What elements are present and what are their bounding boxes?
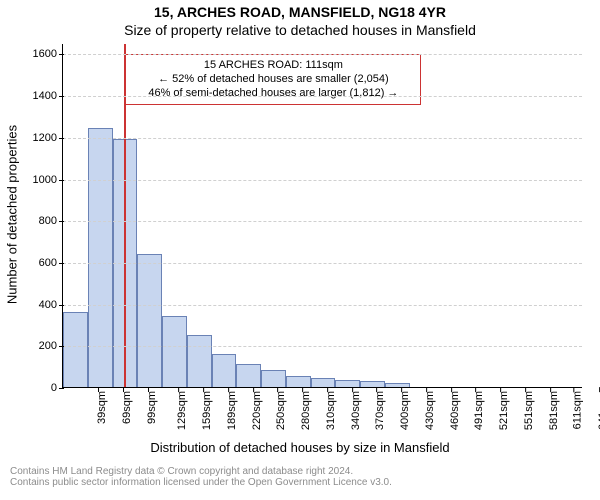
x-tick: 370sqm bbox=[375, 391, 387, 430]
bar bbox=[335, 380, 360, 388]
footer-line1: Contains HM Land Registry data © Crown c… bbox=[10, 466, 590, 477]
x-tick: 159sqm bbox=[201, 391, 213, 430]
bar bbox=[187, 335, 212, 387]
x-tick: 340sqm bbox=[350, 391, 362, 430]
bar bbox=[261, 370, 286, 387]
annotation-line1: 15 ARCHES ROAD: 111sqm bbox=[134, 59, 412, 73]
chart-container: 15, ARCHES ROAD, MANSFIELD, NG18 4YR Siz… bbox=[0, 0, 600, 500]
y-tick: 1200 bbox=[17, 132, 63, 144]
gridline bbox=[63, 180, 582, 181]
bar bbox=[385, 383, 410, 387]
x-tick: 99sqm bbox=[146, 391, 158, 424]
bar bbox=[311, 378, 336, 387]
bar bbox=[162, 316, 187, 387]
bar bbox=[236, 364, 261, 387]
annotation-line3: 46% of semi-detached houses are larger (… bbox=[134, 87, 412, 101]
x-tick: 430sqm bbox=[424, 391, 436, 430]
x-tick: 280sqm bbox=[300, 391, 312, 430]
y-tick: 1600 bbox=[17, 48, 63, 60]
annotation-box: 15 ARCHES ROAD: 111sqm ← 52% of detached… bbox=[125, 54, 421, 105]
gridline bbox=[63, 263, 582, 264]
x-tick: 611sqm bbox=[572, 391, 584, 429]
x-tick: 400sqm bbox=[399, 391, 411, 430]
bar bbox=[360, 381, 385, 387]
gridline bbox=[63, 138, 582, 139]
x-tick: 551sqm bbox=[523, 391, 535, 430]
y-tick: 800 bbox=[17, 215, 63, 227]
bar bbox=[212, 354, 237, 387]
x-tick: 220sqm bbox=[251, 391, 263, 430]
bar bbox=[137, 254, 162, 387]
x-tick: 460sqm bbox=[449, 391, 461, 430]
gridline bbox=[63, 221, 582, 222]
x-tick: 250sqm bbox=[275, 391, 287, 430]
y-tick: 1000 bbox=[17, 174, 63, 186]
gridline bbox=[63, 54, 582, 55]
y-tick: 400 bbox=[17, 299, 63, 311]
x-tick: 69sqm bbox=[121, 391, 133, 424]
x-tick: 189sqm bbox=[226, 391, 238, 430]
x-tick: 521sqm bbox=[498, 391, 510, 430]
x-axis-label: Distribution of detached houses by size … bbox=[0, 440, 600, 455]
gridline bbox=[63, 346, 582, 347]
gridline bbox=[63, 96, 582, 97]
title-subtitle: Size of property relative to detached ho… bbox=[0, 22, 600, 39]
x-tick: 581sqm bbox=[548, 391, 560, 430]
y-tick: 200 bbox=[17, 340, 63, 352]
x-tick: 129sqm bbox=[176, 391, 188, 430]
y-tick: 1400 bbox=[17, 90, 63, 102]
y-tick: 600 bbox=[17, 257, 63, 269]
bar bbox=[88, 128, 113, 387]
y-axis-label: Number of detached properties bbox=[5, 115, 20, 315]
annotation-line2: ← 52% of detached houses are smaller (2,… bbox=[134, 73, 412, 87]
bar bbox=[286, 376, 311, 387]
footer-line2: Contains public sector information licen… bbox=[10, 477, 590, 488]
bar bbox=[63, 312, 88, 387]
plot-area: 15 ARCHES ROAD: 111sqm ← 52% of detached… bbox=[62, 44, 582, 388]
x-tick: 310sqm bbox=[325, 391, 337, 430]
footer-attribution: Contains HM Land Registry data © Crown c… bbox=[10, 466, 590, 488]
x-tick: 39sqm bbox=[96, 391, 108, 424]
gridline bbox=[63, 305, 582, 306]
x-tick: 491sqm bbox=[474, 391, 486, 430]
title-address: 15, ARCHES ROAD, MANSFIELD, NG18 4YR bbox=[0, 4, 600, 21]
y-tick: 0 bbox=[17, 382, 63, 394]
